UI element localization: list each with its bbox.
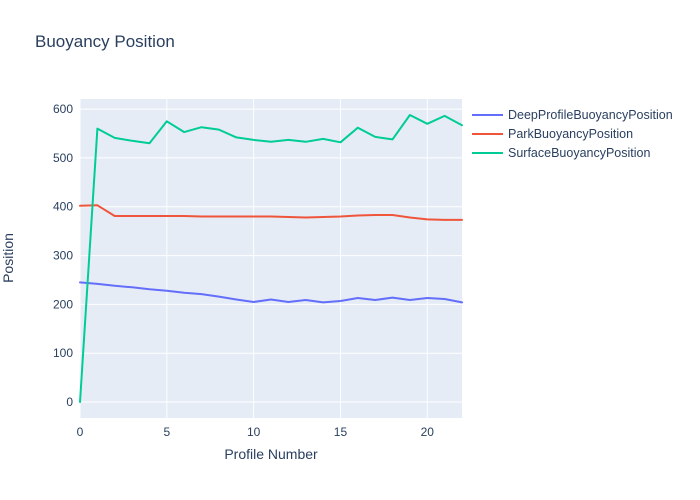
legend-line-swatch-deep-profile <box>472 113 503 116</box>
series-line-surfacebuoyancyposition[interactable] <box>79 114 463 403</box>
y-tick-label: 400 <box>53 200 73 214</box>
x-tick-label: 5 <box>163 425 170 439</box>
x-axis-title: Profile Number <box>224 446 318 462</box>
legend-label: ParkBuoyancyPosition <box>508 126 634 141</box>
legend-label: DeepProfileBuoyancyPosition <box>508 107 673 122</box>
legend-item-surface[interactable]: SurfaceBuoyancyPosition <box>472 143 673 162</box>
legend-item-park[interactable]: ParkBuoyancyPosition <box>472 124 673 143</box>
legend-item-deep-profile[interactable]: DeepProfileBuoyancyPosition <box>472 105 673 124</box>
y-tick-label: 600 <box>53 102 73 116</box>
legend: DeepProfileBuoyancyPosition ParkBuoyancy… <box>472 105 673 162</box>
y-axis-title: Position <box>0 233 16 283</box>
x-tick-label: 0 <box>77 425 84 439</box>
y-tick-label: 0 <box>66 395 73 409</box>
legend-label: SurfaceBuoyancyPosition <box>508 145 651 160</box>
y-tick-label: 300 <box>53 249 73 263</box>
legend-line-swatch-surface <box>472 151 503 154</box>
series-line-parkbuoyancyposition[interactable] <box>79 204 463 221</box>
x-tick-label: 10 <box>247 425 261 439</box>
legend-line-swatch-park <box>472 132 503 135</box>
y-tick-label: 500 <box>53 151 73 165</box>
x-tick-label: 20 <box>421 425 435 439</box>
y-tick-label: 200 <box>53 297 73 311</box>
chart-title: Buoyancy Position <box>35 32 175 51</box>
plot-background <box>80 99 462 418</box>
series-line-deepprofilebuoyancyposition[interactable] <box>79 281 463 304</box>
x-tick-label: 15 <box>334 425 348 439</box>
y-tick-label: 100 <box>53 346 73 360</box>
